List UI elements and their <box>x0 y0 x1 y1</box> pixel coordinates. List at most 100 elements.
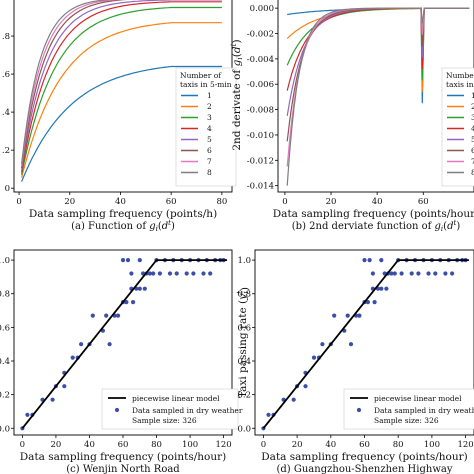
legend-box <box>175 67 237 187</box>
x-axis-label: Data sampling frequency (points/hour) <box>20 451 226 463</box>
data-point <box>399 271 404 276</box>
data-point <box>372 300 377 305</box>
piecewise-model-line <box>21 259 227 429</box>
y-tick-label: -0.004 <box>247 55 274 65</box>
x-tick-label: 100 <box>424 440 440 450</box>
series-line-2 <box>21 22 222 178</box>
data-point <box>125 258 131 263</box>
x-tick-label: 100 <box>182 440 198 450</box>
data-point <box>416 271 421 276</box>
legend-label: 4 <box>207 124 212 133</box>
data-point <box>450 271 455 276</box>
y-axis-label: Taxi passing rate (yti) <box>235 287 251 398</box>
y-tick-label: 0 <box>5 184 10 194</box>
x-tick-label: 60 <box>359 440 370 450</box>
series-line-4 <box>21 1 222 173</box>
data-point <box>124 300 129 305</box>
data-point <box>120 258 126 263</box>
data-point <box>147 271 152 276</box>
x-tick-label: 20 <box>326 197 337 207</box>
series-line-5 <box>21 0 222 171</box>
x-tick-label: 20 <box>64 197 75 207</box>
legend-label: 1 <box>207 91 212 100</box>
y-tick-label: -0.002 <box>247 30 274 40</box>
x-tick-label: 20 <box>292 440 303 450</box>
data-point <box>79 342 84 347</box>
x-tick-label: 40 <box>372 197 383 207</box>
data-point <box>167 271 173 276</box>
legend-label: 7 <box>471 157 474 166</box>
data-point <box>348 342 354 347</box>
legend-box <box>343 388 474 430</box>
legend-box <box>101 388 239 430</box>
y-tick-label: -0.014 <box>247 182 274 192</box>
x-tick-label: 0 <box>261 440 266 450</box>
x-tick-label: 0 <box>20 440 25 450</box>
y-tick-label: 0.0 <box>237 424 251 434</box>
data-point <box>142 286 147 291</box>
data-point <box>201 271 206 276</box>
legend-label: 6 <box>471 146 474 155</box>
x-tick-label: 60 <box>418 197 429 207</box>
x-tick-label: 120 <box>457 440 473 450</box>
y-tick-label: .6 <box>2 70 10 80</box>
plot-frame <box>277 0 474 193</box>
data-point <box>409 271 414 276</box>
series-line-8 <box>286 7 470 186</box>
series-line-1 <box>21 65 222 182</box>
data-point <box>303 384 308 389</box>
y-tick-label: .4 <box>2 108 10 118</box>
data-point <box>433 271 438 276</box>
data-point <box>345 313 350 318</box>
data-point <box>392 271 397 276</box>
legend-label: 3 <box>471 113 474 122</box>
panel-caption: (c) Wenjin North Road <box>66 464 180 474</box>
panel-caption: (d) Guangzhou-Shenzhen Highway <box>277 464 453 474</box>
x-axis-label: Data sampling frequency (points/hour) <box>261 451 467 463</box>
y-tick-label: 0.8 <box>237 290 251 300</box>
data-point <box>107 342 112 347</box>
panel-caption: (b) 2nd derviate function of gi(dt) <box>292 219 461 233</box>
legend-label: 4 <box>471 124 474 133</box>
y-tick-label: 0.000 <box>250 4 274 14</box>
panel-caption: (a) Function of gi(dt) <box>71 219 175 233</box>
x-tick-label: 120 <box>215 440 231 450</box>
legend-label: 5 <box>207 135 212 144</box>
series-line-8 <box>21 0 111 165</box>
data-point <box>208 271 213 276</box>
data-point <box>443 271 448 276</box>
legend-label: 6 <box>207 146 212 155</box>
y-tick-label: 0.4 <box>0 357 10 367</box>
y-tick-label: 0.0 <box>0 424 10 434</box>
x-tick-label: 60 <box>166 197 177 207</box>
legend-label: 5 <box>471 135 474 144</box>
series-line-6 <box>21 0 127 169</box>
legend-title: Number of <box>180 71 222 80</box>
legend-title: Number o <box>446 71 474 80</box>
y-tick-label: 1.0 <box>0 256 10 266</box>
legend-label: Sample size: 326 <box>132 416 197 425</box>
legend-label: Sample size: 326 <box>374 416 439 425</box>
legend-label: Data sampled in dry weather <box>374 406 474 415</box>
data-point <box>357 313 362 318</box>
data-point <box>266 412 271 417</box>
y-tick-label: -0.006 <box>247 80 274 90</box>
data-point <box>151 271 156 276</box>
data-point <box>320 342 325 347</box>
data-point <box>174 271 179 276</box>
data-point <box>129 271 134 276</box>
x-tick-label: 40 <box>115 197 126 207</box>
legend-label: 3 <box>207 113 212 122</box>
data-point <box>379 286 384 291</box>
legend-title: taxis in 5-min <box>180 80 232 89</box>
x-tick-label: 20 <box>51 440 62 450</box>
legend-label: 8 <box>207 168 212 177</box>
y-tick-label: 0.2 <box>0 391 10 401</box>
data-point <box>389 271 394 276</box>
x-tick-label: 80 <box>393 440 404 450</box>
legend-label: 7 <box>207 157 212 166</box>
data-point <box>137 258 142 263</box>
legend-label: piecewise linear model <box>374 394 462 403</box>
data-point <box>379 258 384 263</box>
data-point <box>184 271 189 276</box>
